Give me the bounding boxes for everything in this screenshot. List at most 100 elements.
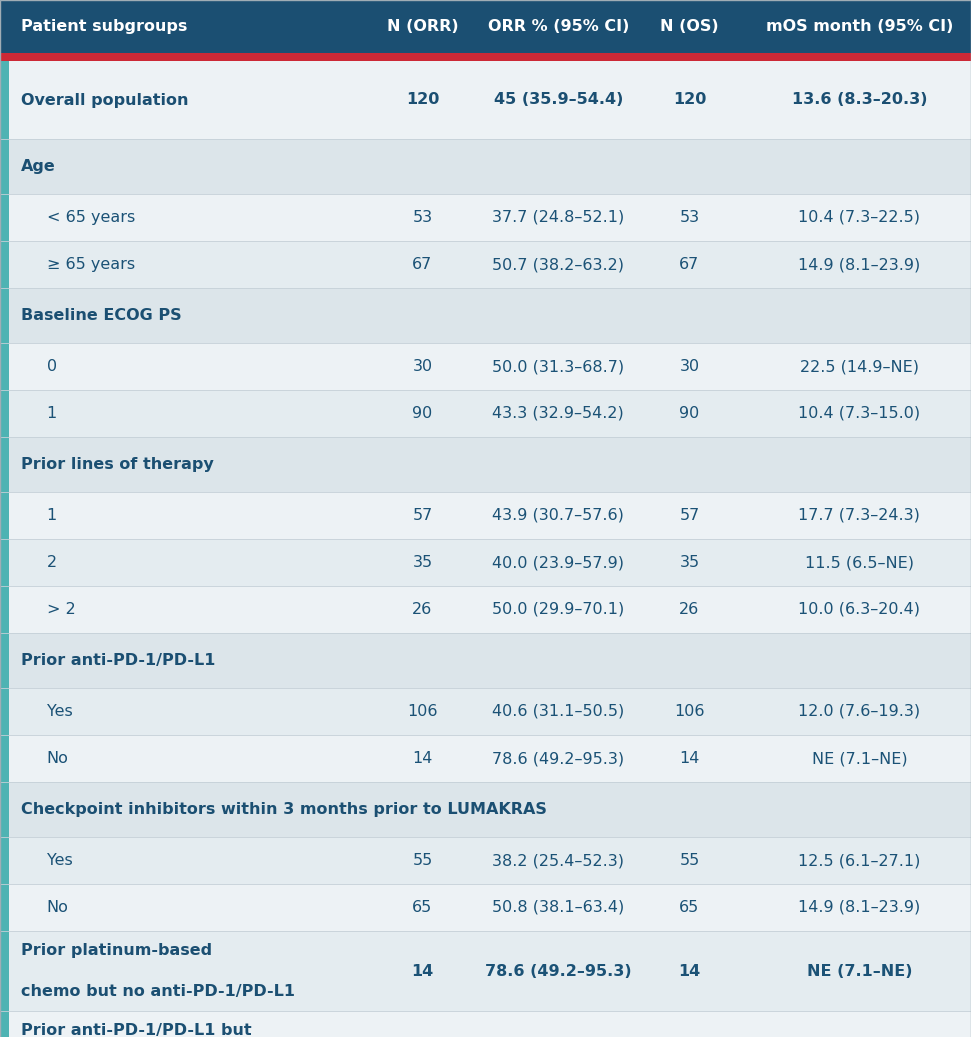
Bar bbox=[0, 688, 971, 735]
Bar bbox=[0, 288, 9, 343]
Bar bbox=[0, 241, 9, 288]
Bar bbox=[0, 241, 971, 288]
Text: Prior lines of therapy: Prior lines of therapy bbox=[21, 457, 215, 472]
Text: 78.6 (49.2–95.3): 78.6 (49.2–95.3) bbox=[485, 963, 632, 979]
Bar bbox=[0, 782, 971, 837]
Text: 90: 90 bbox=[413, 407, 432, 421]
Bar bbox=[0, 492, 971, 539]
Bar bbox=[0, 884, 971, 931]
Text: 50.8 (38.1–63.4): 50.8 (38.1–63.4) bbox=[492, 900, 624, 915]
Text: 14.9 (8.1–23.9): 14.9 (8.1–23.9) bbox=[798, 900, 921, 915]
Text: 1: 1 bbox=[47, 407, 57, 421]
Bar bbox=[0, 931, 971, 1011]
Text: 22.5 (14.9–NE): 22.5 (14.9–NE) bbox=[800, 359, 919, 374]
Bar bbox=[0, 1011, 9, 1037]
Bar bbox=[0, 837, 9, 884]
Bar bbox=[0, 735, 971, 782]
Text: Prior anti-PD-1/PD-L1 but: Prior anti-PD-1/PD-L1 but bbox=[21, 1022, 252, 1037]
Bar bbox=[0, 539, 9, 586]
Text: 65: 65 bbox=[680, 900, 699, 915]
Text: 30: 30 bbox=[413, 359, 432, 374]
Text: 14: 14 bbox=[679, 963, 700, 979]
Text: N (OS): N (OS) bbox=[660, 19, 719, 34]
Text: 38.2 (25.4–52.3): 38.2 (25.4–52.3) bbox=[492, 853, 624, 868]
Text: NE (7.1–NE): NE (7.1–NE) bbox=[812, 751, 907, 766]
Text: 43.9 (30.7–57.6): 43.9 (30.7–57.6) bbox=[492, 508, 624, 523]
Text: 120: 120 bbox=[673, 92, 706, 108]
Bar bbox=[0, 492, 9, 539]
Text: 12.0 (7.6–19.3): 12.0 (7.6–19.3) bbox=[798, 704, 921, 719]
Text: 14.9 (8.1–23.9): 14.9 (8.1–23.9) bbox=[798, 257, 921, 272]
Text: 55: 55 bbox=[413, 853, 432, 868]
Bar bbox=[0, 735, 9, 782]
Bar bbox=[0, 586, 971, 633]
Text: 90: 90 bbox=[680, 407, 699, 421]
Text: 12.5 (6.1–27.1): 12.5 (6.1–27.1) bbox=[798, 853, 921, 868]
Text: ORR % (95% CI): ORR % (95% CI) bbox=[487, 19, 629, 34]
Bar bbox=[0, 139, 9, 194]
Text: 37.7 (24.8–52.1): 37.7 (24.8–52.1) bbox=[492, 211, 624, 225]
Text: 40.6 (31.1–50.5): 40.6 (31.1–50.5) bbox=[492, 704, 624, 719]
Text: mOS month (95% CI): mOS month (95% CI) bbox=[766, 19, 953, 34]
Text: > 2: > 2 bbox=[47, 602, 76, 617]
Bar bbox=[0, 539, 971, 586]
Text: 50.0 (29.9–70.1): 50.0 (29.9–70.1) bbox=[492, 602, 624, 617]
Bar bbox=[0, 437, 9, 492]
Bar bbox=[0, 782, 9, 837]
Bar bbox=[0, 390, 971, 437]
Bar bbox=[0, 288, 971, 343]
Text: 43.3 (32.9–54.2): 43.3 (32.9–54.2) bbox=[492, 407, 624, 421]
Text: 11.5 (6.5–NE): 11.5 (6.5–NE) bbox=[805, 555, 914, 570]
Bar bbox=[0, 633, 9, 688]
Text: 0: 0 bbox=[47, 359, 56, 374]
Text: 53: 53 bbox=[680, 211, 699, 225]
Text: 67: 67 bbox=[413, 257, 432, 272]
Text: Checkpoint inhibitors within 3 months prior to LUMAKRAS: Checkpoint inhibitors within 3 months pr… bbox=[21, 802, 548, 817]
Text: 35: 35 bbox=[413, 555, 432, 570]
Text: 40.0 (23.9–57.9): 40.0 (23.9–57.9) bbox=[492, 555, 624, 570]
Text: Patient subgroups: Patient subgroups bbox=[21, 19, 187, 34]
Bar bbox=[0, 837, 971, 884]
Bar bbox=[0, 61, 971, 139]
Text: 10.4 (7.3–15.0): 10.4 (7.3–15.0) bbox=[798, 407, 921, 421]
Bar bbox=[0, 437, 971, 492]
Text: NE (7.1–NE): NE (7.1–NE) bbox=[807, 963, 912, 979]
Text: 1: 1 bbox=[47, 508, 57, 523]
Text: 14: 14 bbox=[412, 963, 433, 979]
Text: 67: 67 bbox=[680, 257, 699, 272]
Bar bbox=[0, 633, 971, 688]
Text: 57: 57 bbox=[413, 508, 432, 523]
Text: No: No bbox=[47, 751, 69, 766]
Text: 14: 14 bbox=[413, 751, 432, 766]
Text: 106: 106 bbox=[674, 704, 705, 719]
Text: 45 (35.9–54.4): 45 (35.9–54.4) bbox=[493, 92, 623, 108]
Text: 35: 35 bbox=[680, 555, 699, 570]
Text: 120: 120 bbox=[406, 92, 439, 108]
Bar bbox=[0, 0, 971, 53]
Text: Yes: Yes bbox=[47, 853, 73, 868]
Bar bbox=[0, 53, 971, 61]
Text: Baseline ECOG PS: Baseline ECOG PS bbox=[21, 308, 182, 323]
Text: ≥ 65 years: ≥ 65 years bbox=[47, 257, 135, 272]
Text: Prior anti-PD-1/PD-L1: Prior anti-PD-1/PD-L1 bbox=[21, 653, 216, 668]
Bar bbox=[0, 61, 9, 139]
Bar bbox=[0, 390, 9, 437]
Text: Overall population: Overall population bbox=[21, 92, 189, 108]
Bar bbox=[0, 586, 9, 633]
Bar bbox=[0, 343, 971, 390]
Bar bbox=[0, 931, 9, 1011]
Text: 65: 65 bbox=[413, 900, 432, 915]
Text: Yes: Yes bbox=[47, 704, 73, 719]
Bar bbox=[0, 139, 971, 194]
Bar bbox=[0, 194, 971, 241]
Text: 10.4 (7.3–22.5): 10.4 (7.3–22.5) bbox=[798, 211, 921, 225]
Text: 14: 14 bbox=[680, 751, 699, 766]
Text: 13.6 (8.3–20.3): 13.6 (8.3–20.3) bbox=[791, 92, 927, 108]
Text: 53: 53 bbox=[413, 211, 432, 225]
Text: 26: 26 bbox=[413, 602, 432, 617]
Bar bbox=[0, 1011, 971, 1037]
Text: chemo but no anti-PD-1/PD-L1: chemo but no anti-PD-1/PD-L1 bbox=[21, 984, 295, 1000]
Bar bbox=[0, 343, 9, 390]
Text: N (ORR): N (ORR) bbox=[386, 19, 458, 34]
Text: 50.0 (31.3–68.7): 50.0 (31.3–68.7) bbox=[492, 359, 624, 374]
